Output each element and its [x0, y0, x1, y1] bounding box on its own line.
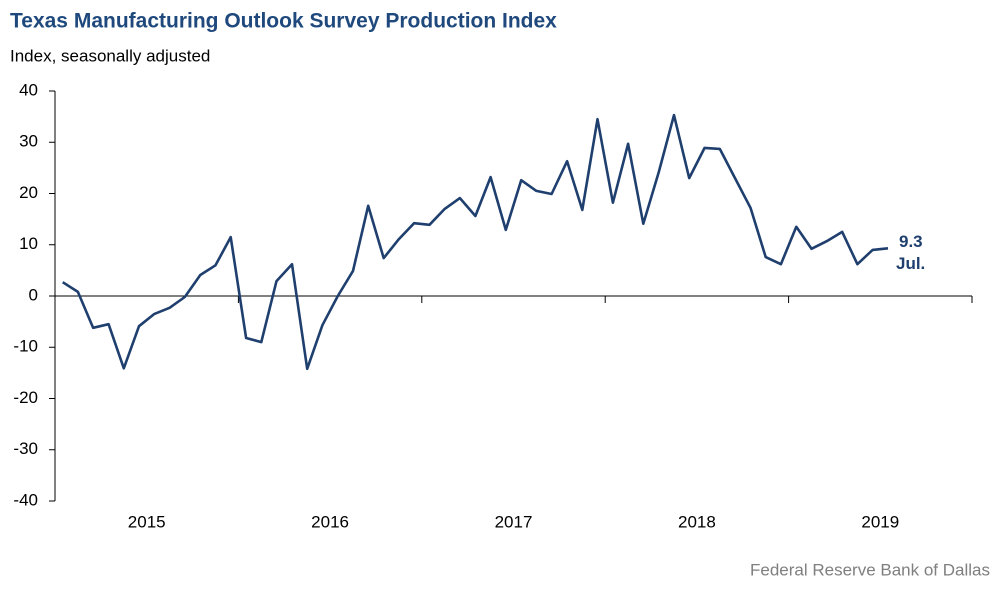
- data-line: [62, 113, 889, 371]
- x-tick-label: 2015: [128, 512, 166, 531]
- y-tick-label: 20: [19, 183, 38, 202]
- y-tick-label: -40: [13, 490, 38, 509]
- chart-title: Texas Manufacturing Outlook Survey Produ…: [10, 10, 557, 33]
- chart-subtitle: Index, seasonally adjusted: [10, 46, 210, 65]
- x-tick-label: 2018: [678, 512, 716, 531]
- y-tick-label: 30: [19, 132, 38, 151]
- y-tick-label: 10: [19, 234, 38, 253]
- x-tick-label: 2019: [861, 512, 899, 531]
- y-tick-label: 0: [29, 285, 38, 304]
- y-tick-label: -10: [13, 337, 38, 356]
- annotation: Jul.: [896, 254, 925, 273]
- y-tick-label: 40: [19, 80, 38, 99]
- x-tick-label: 2017: [495, 512, 533, 531]
- y-tick-label: -30: [13, 439, 38, 458]
- x-tick-label: 2016: [311, 512, 349, 531]
- source: Federal Reserve Bank of Dallas: [750, 560, 990, 579]
- y-tick-label: -20: [13, 388, 38, 407]
- value-label: 9.3: [899, 232, 923, 251]
